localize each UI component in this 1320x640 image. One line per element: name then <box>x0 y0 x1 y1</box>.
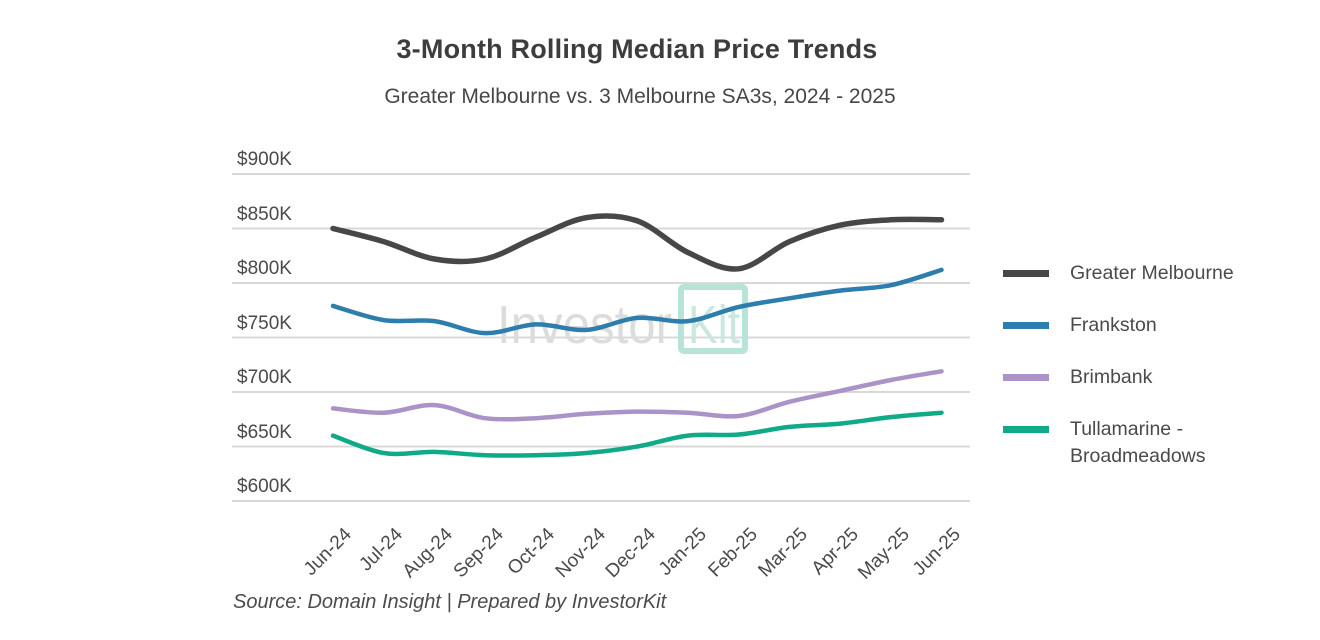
y-tick-label: $700K <box>237 367 292 388</box>
legend-item: Tullamarine - Broadmeadows <box>1003 416 1303 470</box>
series-line-greater-melbourne <box>330 213 945 272</box>
legend-label: Greater Melbourne <box>1070 262 1234 284</box>
series-line-frankston <box>330 267 944 336</box>
legend-item: Greater Melbourne <box>1003 260 1303 287</box>
investorkit-watermark: Investor Kit <box>497 284 748 355</box>
source-caption: Source: Domain Insight | Prepared by Inv… <box>233 591 667 613</box>
legend-label: Tullamarine - Broadmeadows <box>1070 418 1206 467</box>
y-tick-label: $600K <box>237 476 292 497</box>
y-tick-label: $800K <box>237 258 292 279</box>
y-tick-label: $850K <box>237 203 292 225</box>
series-line-tullamarine-broadmeadows <box>330 410 944 458</box>
legend: Greater Melbourne Frankston Brimbank Tullam… <box>1003 260 1303 495</box>
series-lines <box>330 213 945 458</box>
y-tick-label: $900K <box>237 149 292 170</box>
legend-swatch <box>1003 270 1049 277</box>
chart-subtitle: Greater Melbourne vs. 3 Melbourne SA3s, … <box>384 85 896 108</box>
y-tick-label: $650K <box>237 421 292 443</box>
legend-item: Brimbank <box>1003 364 1303 391</box>
legend-label: Brimbank <box>1070 366 1153 388</box>
y-tick-label: $750K <box>237 312 292 334</box>
legend-swatch <box>1003 426 1049 433</box>
watermark-kit-box <box>678 284 748 354</box>
legend-item: Frankston <box>1003 312 1303 339</box>
legend-label: Frankston <box>1070 314 1157 336</box>
legend-swatch <box>1003 322 1049 329</box>
watermark-text-kit: Kit <box>688 295 740 355</box>
legend-swatch <box>1003 374 1049 381</box>
chart-title: 3-Month Rolling Median Price Trends <box>396 34 878 64</box>
series-line-brimbank <box>330 369 944 422</box>
